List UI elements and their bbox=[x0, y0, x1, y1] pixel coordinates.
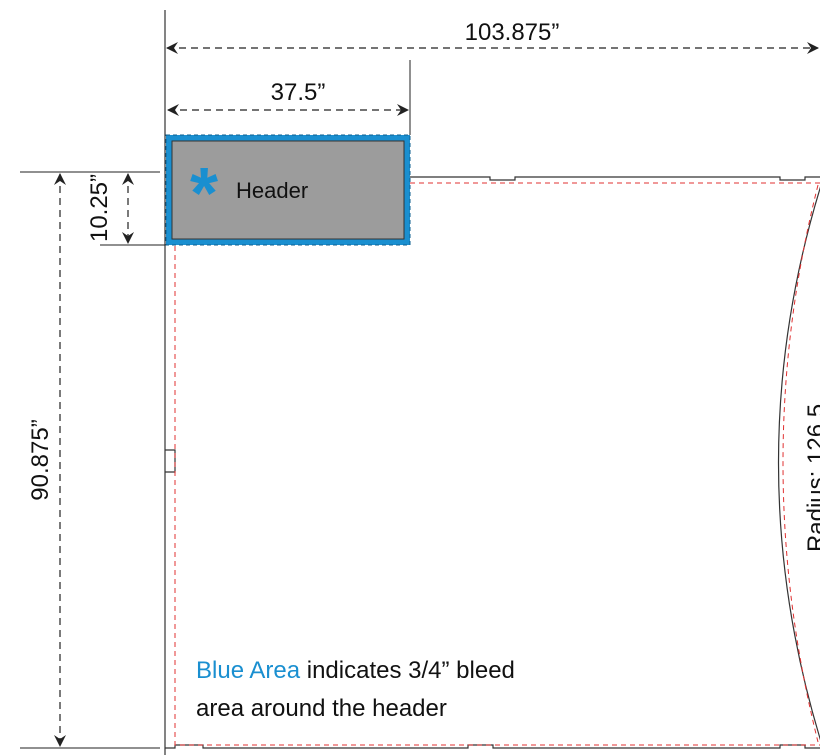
top-edge bbox=[410, 176, 820, 181]
radius-label: Radius: 126.5 bbox=[803, 404, 820, 552]
notch bbox=[165, 449, 176, 473]
note-line: area around the header bbox=[196, 695, 447, 722]
arc-edge bbox=[777, 186, 820, 741]
dimension-label: 37.5” bbox=[271, 79, 326, 106]
asterisk: * bbox=[190, 154, 218, 234]
dimension-label: 103.875” bbox=[465, 19, 560, 46]
header-box bbox=[171, 140, 405, 240]
bleed-line bbox=[174, 183, 820, 746]
note-text: indicates 3/4” bleed bbox=[300, 657, 515, 684]
bleed-border bbox=[165, 134, 411, 246]
dimension-label: 10.25” bbox=[86, 174, 113, 242]
note-line: Blue Area indicates 3/4” bleed bbox=[196, 657, 515, 684]
header-label: Header bbox=[236, 178, 308, 203]
dimension-label: 90.875” bbox=[27, 419, 54, 500]
note-highlight: Blue Area bbox=[196, 657, 301, 684]
bleed-arc bbox=[782, 184, 819, 743]
